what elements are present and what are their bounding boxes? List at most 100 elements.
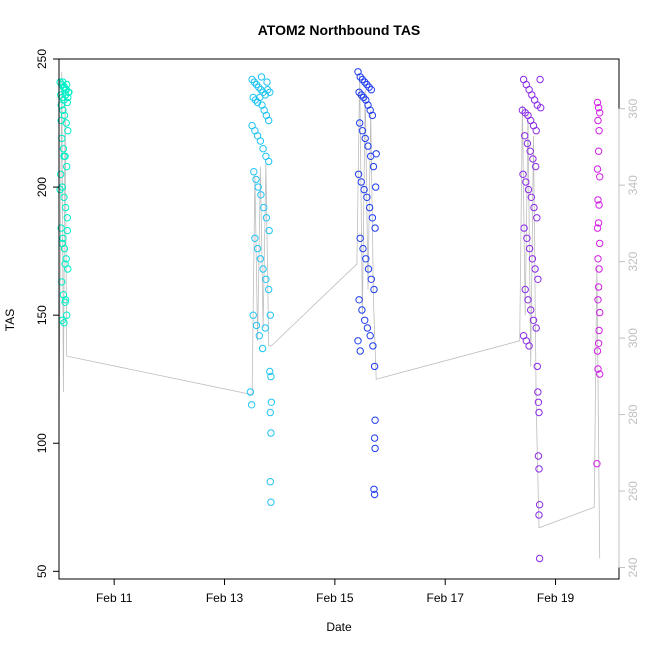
data-point xyxy=(370,490,379,499)
y-tick-label: 50 xyxy=(35,564,49,578)
data-point xyxy=(59,106,67,114)
data-point xyxy=(527,306,535,314)
data-point xyxy=(362,255,370,263)
data-point xyxy=(520,224,528,232)
data-point xyxy=(252,175,260,184)
data-point xyxy=(524,296,532,304)
data-point xyxy=(372,183,380,191)
data-point xyxy=(369,342,377,350)
data-point xyxy=(372,150,380,158)
data-point xyxy=(596,308,604,317)
data-point xyxy=(370,434,379,442)
data-point xyxy=(257,73,266,81)
data-point xyxy=(594,296,602,304)
data-point xyxy=(265,285,273,294)
data-point xyxy=(521,285,529,294)
data-point xyxy=(250,168,258,176)
data-point xyxy=(59,78,67,86)
data-point xyxy=(533,214,541,222)
y2-tick-label: 320 xyxy=(626,251,640,271)
data-point xyxy=(593,347,602,355)
data-point xyxy=(355,296,363,304)
data-point xyxy=(361,134,369,143)
data-point xyxy=(256,137,265,145)
data-point xyxy=(266,408,274,417)
data-point xyxy=(371,444,379,453)
data-point xyxy=(366,332,374,340)
data-point xyxy=(594,365,602,373)
data-point xyxy=(595,201,603,209)
data-point xyxy=(370,285,378,294)
data-point xyxy=(267,372,275,381)
data-point xyxy=(249,311,257,319)
x-tick-label: Feb 13 xyxy=(206,591,244,605)
series-3 xyxy=(354,68,380,499)
data-point xyxy=(256,255,265,263)
data-point xyxy=(60,152,68,161)
data-point xyxy=(535,465,543,473)
data-point xyxy=(594,104,603,112)
data-point xyxy=(260,203,268,212)
data-point xyxy=(61,203,70,212)
data-point xyxy=(59,234,67,243)
data-point xyxy=(62,86,70,94)
y2-tick-label: 340 xyxy=(626,175,640,195)
data-point xyxy=(263,78,271,86)
data-point xyxy=(596,173,604,181)
y2-tick-label: 300 xyxy=(626,328,640,348)
data-point xyxy=(63,98,72,107)
y-tick-label: 150 xyxy=(35,305,49,325)
y-axis-label: TAS xyxy=(3,309,17,331)
data-point xyxy=(525,244,534,253)
data-point xyxy=(529,155,537,163)
data-point xyxy=(363,193,371,202)
y2-tick-label: 360 xyxy=(626,98,640,118)
x-axis: Feb 11 Feb 13 Feb 15 Feb 17 Feb 19 xyxy=(96,578,575,605)
data-point xyxy=(57,116,65,125)
data-point xyxy=(57,101,65,109)
data-point xyxy=(594,283,603,291)
data-point xyxy=(367,275,375,283)
data-point xyxy=(358,75,367,84)
data-point xyxy=(595,265,603,273)
data-point xyxy=(261,324,269,332)
data-point xyxy=(594,116,602,125)
x-tick-label: Feb 11 xyxy=(96,591,133,605)
data-point xyxy=(596,370,604,378)
data-point xyxy=(367,86,375,94)
y-tick-label: 250 xyxy=(35,49,49,69)
data-point xyxy=(252,321,261,330)
data-point xyxy=(371,224,379,232)
data-point xyxy=(593,165,602,173)
data-point xyxy=(535,554,544,563)
data-point xyxy=(254,183,262,191)
trace-line xyxy=(58,71,601,559)
data-point xyxy=(62,311,71,319)
data-point xyxy=(525,342,533,350)
data-point xyxy=(255,83,263,91)
data-point xyxy=(531,265,539,273)
data-point xyxy=(532,127,540,135)
data-point xyxy=(593,98,602,107)
data-point xyxy=(365,203,374,212)
data-point xyxy=(354,337,362,345)
data-point xyxy=(364,142,372,150)
data-point xyxy=(259,265,267,273)
series-4 xyxy=(518,75,545,563)
data-point xyxy=(359,244,367,253)
secondary-y-axis: 240 260 280 300 320 340 360 xyxy=(618,98,640,578)
data-point xyxy=(267,398,276,406)
data-point xyxy=(62,255,70,263)
data-point xyxy=(266,478,274,486)
data-point xyxy=(369,162,378,171)
data-point xyxy=(593,224,602,232)
data-point xyxy=(535,511,543,519)
data-point xyxy=(246,388,255,396)
data-point xyxy=(363,324,372,332)
data-point xyxy=(356,119,364,127)
data-point xyxy=(63,214,72,222)
data-point xyxy=(64,127,72,135)
data-point xyxy=(528,255,537,263)
data-point xyxy=(522,178,530,186)
data-point xyxy=(370,362,379,371)
